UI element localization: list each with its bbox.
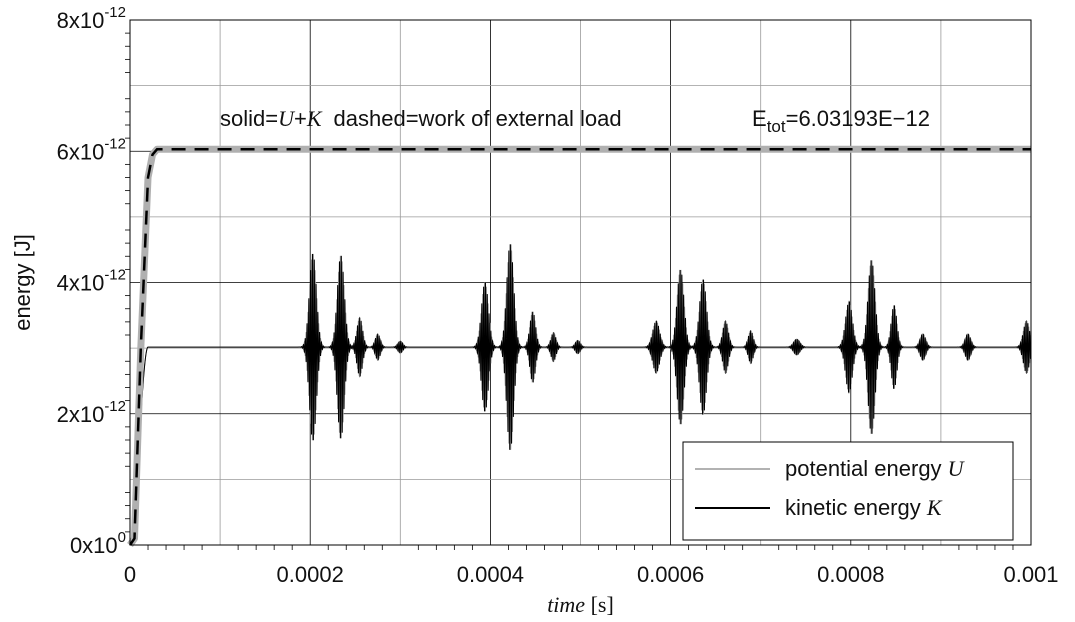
annotation-solid-prefix: solid=: [220, 106, 278, 131]
annotation-etot: Etot=6.03193E−12: [752, 106, 930, 136]
annotation-K: K: [306, 106, 323, 131]
y-tick-label: 6x10-12: [57, 135, 126, 164]
annotation-dashed: dashed=work of external load: [334, 106, 622, 131]
y-tick-labels: 0x100 2x10-12 4x10-12 6x10-12 8x10-12: [57, 4, 126, 558]
x-axis-label: time [s]: [547, 592, 614, 617]
y-tick-label: 8x10-12: [57, 4, 126, 33]
annotation-etot-value: =6.03193E−12: [786, 106, 930, 131]
annotation-solid-dashed: solid=U+K dashed=work of external load: [220, 106, 622, 131]
curves: [127, 145, 1032, 547]
x-tick-label: 0.0002: [277, 562, 344, 587]
legend-label-0: potential energy U: [785, 456, 966, 481]
legend: potential energy U kinetic energy K: [682, 441, 1014, 541]
series-external-work: [128, 148, 1031, 546]
x-tick-label: 0.0006: [637, 562, 704, 587]
annotation-plus: +: [294, 106, 307, 131]
x-tick-label: 0.001: [1003, 562, 1058, 587]
y-tick-label: 4x10-12: [57, 267, 126, 296]
x-tick-label: 0.0004: [457, 562, 524, 587]
x-tick-label: 0: [124, 562, 136, 587]
x-tick-labels: 0 0.0002 0.0004 0.0006 0.0008 0.001: [124, 562, 1059, 587]
annotation-etot-E: E: [752, 106, 767, 131]
x-axis-var: time: [547, 592, 585, 617]
plot-frame: [129, 19, 1032, 546]
y-tick-label: 2x10-12: [57, 398, 126, 427]
legend-box: [682, 441, 1014, 541]
series-kinetic-energy: [129, 244, 1032, 546]
x-tick-label: 0.0008: [817, 562, 884, 587]
y-tick-label: 0x100: [70, 529, 126, 558]
annotation-etot-sub: tot: [767, 117, 786, 136]
annotation-U: U: [278, 106, 296, 131]
y-axis-label: energy [J]: [10, 234, 35, 331]
x-axis-unit: [s]: [585, 592, 614, 617]
legend-label-1: kinetic energy K: [785, 495, 943, 520]
